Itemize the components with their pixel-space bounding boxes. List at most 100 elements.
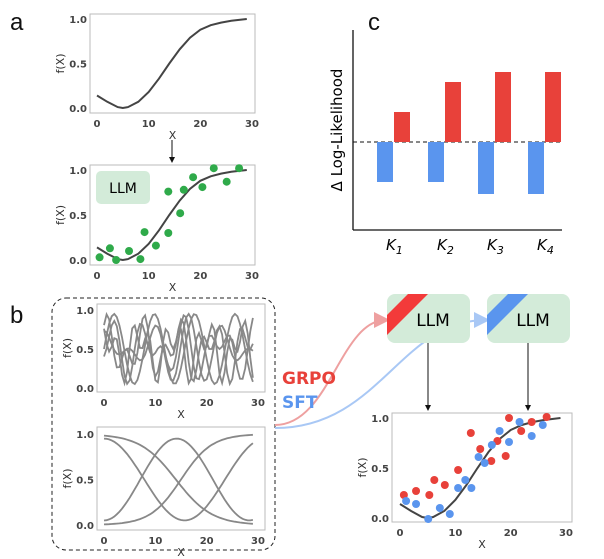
llm-label: LLM [416,311,450,331]
plot-frame [391,412,573,523]
grpo-point [505,414,514,422]
y-tick-label: 0.5 [76,345,94,356]
x-tick-label: 20 [193,119,207,130]
x-tick-label: 10 [148,398,162,409]
grpo-point [440,481,449,489]
llm-point [151,241,160,250]
curve [103,317,254,387]
grpo-point [542,413,551,421]
sft-point [474,453,483,461]
panel-label-c: c [368,9,380,36]
bar-sft [528,142,544,194]
plot-frame [89,13,256,114]
bar-sft [478,142,494,194]
grpo-label: GRPO [282,369,336,389]
x-tick-label: 20 [193,271,207,282]
sft-point [454,484,463,492]
grpo-stripe [387,294,428,335]
x-tick-label: 30 [245,119,259,130]
x-axis-label: X [478,538,486,551]
x-axis-label: X [177,546,185,559]
grpo-point [430,476,439,484]
x-tick-label: 30 [559,528,573,539]
x-tick-label: 10 [142,271,156,282]
category-label: K3 [487,236,504,257]
y-axis-label: Δ Log-Likelihood [328,69,346,192]
grpo-point [454,466,463,474]
x-tick-label: 20 [504,528,518,539]
y-tick-label: 1.0 [69,15,87,26]
y-tick-label: 0.0 [76,384,94,395]
x-tick-label: 30 [251,536,265,547]
x-tick-label: 10 [448,528,462,539]
y-axis-label: f(X) [54,54,67,74]
sft-point [505,438,514,446]
llm-point [164,187,173,196]
category-label: K1 [386,236,403,257]
curve [103,313,254,386]
llm-label: LLM [516,311,550,331]
sft-point [424,515,433,523]
panel-label-a: a [10,9,24,36]
y-tick-label: 1.0 [371,414,389,425]
x-axis-label: X [169,129,177,142]
x-tick-label: 20 [200,398,214,409]
grpo-point [517,427,526,435]
x-tick-label: 10 [148,536,162,547]
y-tick-label: 0.0 [69,256,87,267]
grpo-point [493,437,502,445]
plot-a-llm-prediction: 0 10 20 30 0.0 0.5 1.0 Xf(X) LLM [54,164,259,294]
y-tick-label: 0.5 [371,464,389,475]
x-tick-label: 0 [397,528,404,539]
y-tick-label: 0.0 [76,521,94,532]
y-axis-label: f(X) [54,205,67,225]
sft-point [495,427,504,435]
sft-point [515,418,524,426]
bar-grpo [495,72,511,142]
plot-b-predictions: 0 10 20 30 0.0 0.5 1.0 Xf(X) [356,412,573,551]
sft-point [527,432,536,440]
plot-b-smooth-functions: 0 10 20 30 0.0 0.5 1.0 Xf(X) [61,426,266,559]
x-tick-label: 30 [251,398,265,409]
sft-point [412,500,421,508]
y-tick-label: 1.0 [76,306,94,317]
llm-point [222,177,231,186]
plot-a-true-function: 0 10 20 30 0.0 0.5 1.0 Xf(X) [54,13,259,142]
x-tick-label: 20 [200,536,214,547]
bar-sft [377,142,393,182]
y-axis-label: f(X) [61,338,74,358]
grpo-point [476,445,485,453]
x-axis-label: X [177,408,185,421]
bar-sft [428,142,444,182]
y-tick-label: 0.5 [69,211,87,222]
llm-box-grpo: LLM [387,294,470,343]
sft-point [480,459,489,467]
sft-point [461,476,470,484]
y-axis-label: f(X) [356,458,369,478]
bar-chart: Δ Log-Likelihood K1 K2 K3 K4 [328,30,562,257]
grpo-point [501,452,510,460]
bar-grpo [545,72,561,142]
grpo-point [527,418,536,426]
sft-point [445,510,454,518]
sft-point [487,441,496,449]
x-tick-label: 0 [101,536,108,547]
y-tick-label: 1.0 [76,430,94,441]
sft-point [435,504,444,512]
y-tick-label: 0.5 [69,60,87,71]
category-label: K4 [537,236,554,257]
sft-stripe [487,294,528,335]
curve [103,434,253,525]
curve [103,437,254,522]
sft-point [467,484,476,492]
curve [96,169,247,262]
llm-point [125,247,134,255]
grpo-point [425,491,434,499]
llm-point [112,256,121,264]
x-tick-label: 0 [94,271,101,282]
panel-label-b: b [10,302,23,329]
sft-label: SFT [282,393,318,413]
curve [96,18,247,110]
x-tick-label: 10 [142,119,156,130]
